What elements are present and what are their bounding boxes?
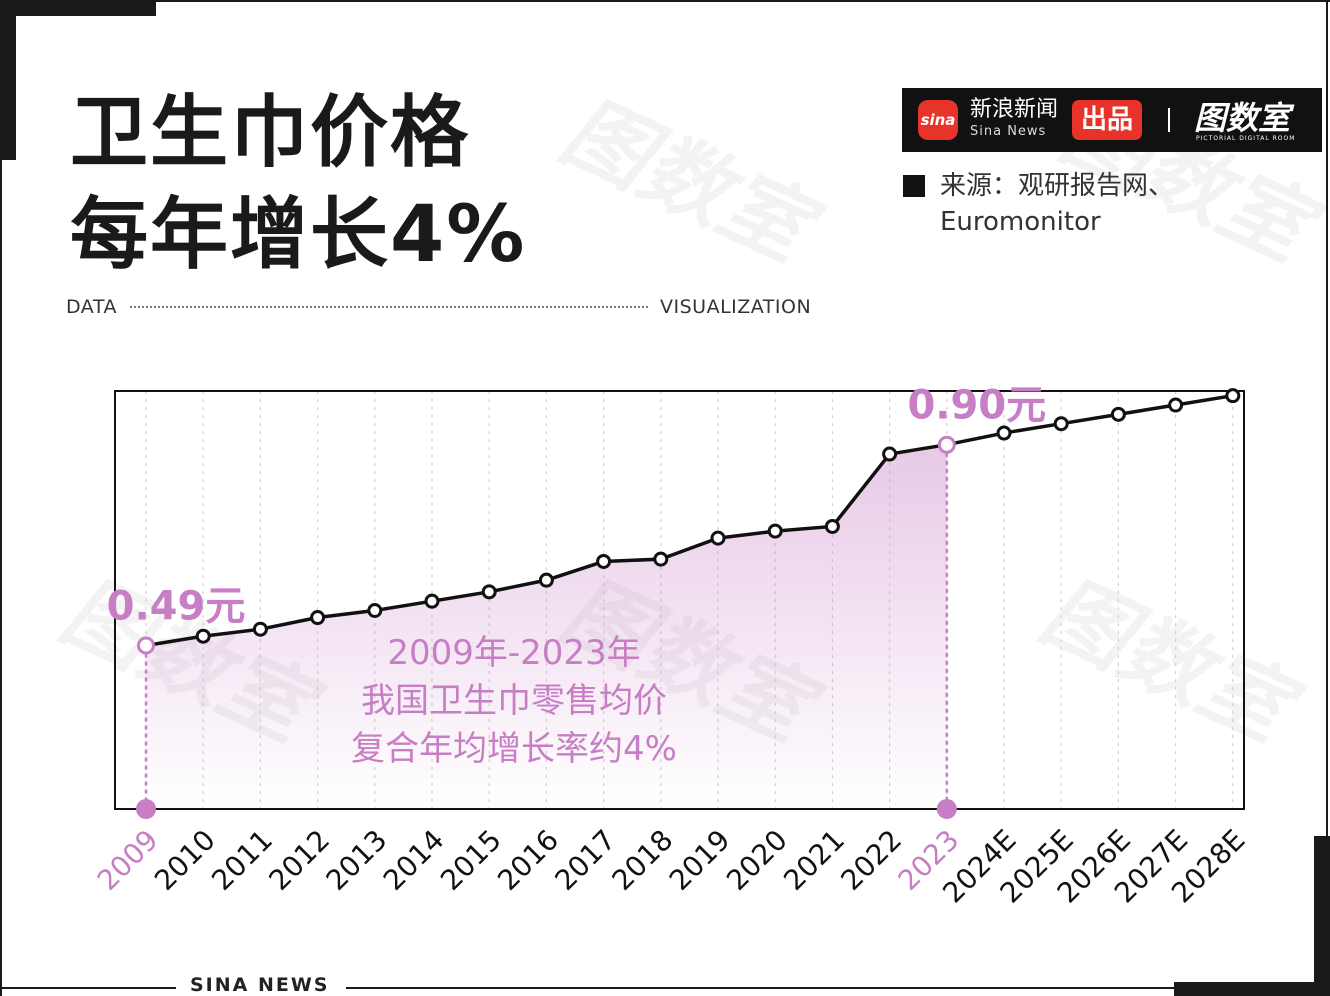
x-tick-label: 2019 xyxy=(663,823,737,897)
footer-brand: SINA NEWS xyxy=(190,974,330,996)
x-tick-label: 2021 xyxy=(777,823,851,897)
frame-left-line xyxy=(0,0,2,996)
frame-right-bar xyxy=(1314,836,1330,996)
frame-bottom-line-right xyxy=(346,987,1330,989)
data-point xyxy=(653,551,669,567)
x-tick-label: 2017 xyxy=(548,823,622,897)
data-point xyxy=(481,584,497,600)
brand-separator xyxy=(1168,108,1170,132)
x-tick-label: 2012 xyxy=(262,823,336,897)
frame-bottom-line-left xyxy=(0,987,176,989)
annotation-line: 2009年-2023年 xyxy=(387,633,640,673)
page-title: 卫生巾价格 每年增长4% xyxy=(70,82,526,286)
frame-top-left-bar xyxy=(0,0,156,16)
tushushi-logo-icon: 图数室 xyxy=(1194,99,1291,137)
x-tick-label: 2015 xyxy=(434,823,508,897)
highlight-axis-dot xyxy=(936,799,957,819)
data-point xyxy=(195,628,211,644)
frame-top-line xyxy=(0,0,1330,2)
x-tick-label: 2014 xyxy=(377,823,451,897)
annotation-line: 我国卫生巾零售均价 xyxy=(361,681,667,721)
x-tick-label: 2010 xyxy=(148,823,222,897)
annotation-line: 复合年均增长率约4% xyxy=(351,729,677,769)
data-point xyxy=(824,518,840,534)
data-point xyxy=(367,603,383,619)
brand-banner: sina 新浪新闻 Sina News 出品 图数室 PICTORIAL DIG… xyxy=(902,88,1322,152)
source-text: 来源：观研报告网、Euromonitor xyxy=(940,171,1175,237)
brand-name-cn: 新浪新闻 xyxy=(970,97,1059,122)
value-label: 0.49元 xyxy=(107,584,246,630)
data-point xyxy=(996,425,1012,441)
x-tick-label: 2020 xyxy=(720,823,794,897)
x-tick-label: 2022 xyxy=(834,823,908,897)
x-tick-label: 2018 xyxy=(606,823,680,897)
data-point xyxy=(882,446,898,462)
value-label: 0.90元 xyxy=(907,383,1046,429)
title-line-1: 卫生巾价格 xyxy=(70,88,471,178)
tagline-right: VISUALIZATION xyxy=(660,296,812,318)
data-point xyxy=(937,435,956,454)
tagline-divider xyxy=(130,306,648,308)
x-tick-label: 2013 xyxy=(320,823,394,897)
tushushi-logo-subtitle: PICTORIAL DIGITAL ROOM xyxy=(1196,135,1296,142)
title-line-2: 每年增长4% xyxy=(70,190,527,280)
data-point xyxy=(137,636,155,655)
data-point xyxy=(1225,388,1241,404)
frame-right-line xyxy=(1326,0,1328,996)
data-point xyxy=(424,593,440,609)
price-series-line xyxy=(145,393,1234,648)
data-point xyxy=(252,621,268,637)
data-point xyxy=(767,523,783,539)
frame-bottom-bar xyxy=(1174,982,1330,996)
x-tick-label: 2016 xyxy=(491,823,565,897)
data-point xyxy=(1053,416,1069,432)
brand-tag: 出品 xyxy=(1072,100,1143,140)
data-point xyxy=(1168,397,1184,413)
plot-frame xyxy=(114,390,1245,810)
tagline-left: DATA xyxy=(66,296,117,318)
x-tick-label: 2011 xyxy=(205,823,279,897)
x-tick-label: 2009 xyxy=(91,823,165,897)
sina-logo-icon: sina xyxy=(918,100,958,140)
highlight-axis-dot xyxy=(136,799,156,819)
source-marker-icon xyxy=(903,175,925,197)
data-point xyxy=(538,572,554,588)
data-point xyxy=(310,610,326,626)
brand-name-en: Sina News xyxy=(970,124,1047,139)
data-point xyxy=(710,530,726,546)
frame-left-bar xyxy=(0,0,16,160)
data-point xyxy=(1110,406,1126,422)
data-point xyxy=(596,553,612,569)
